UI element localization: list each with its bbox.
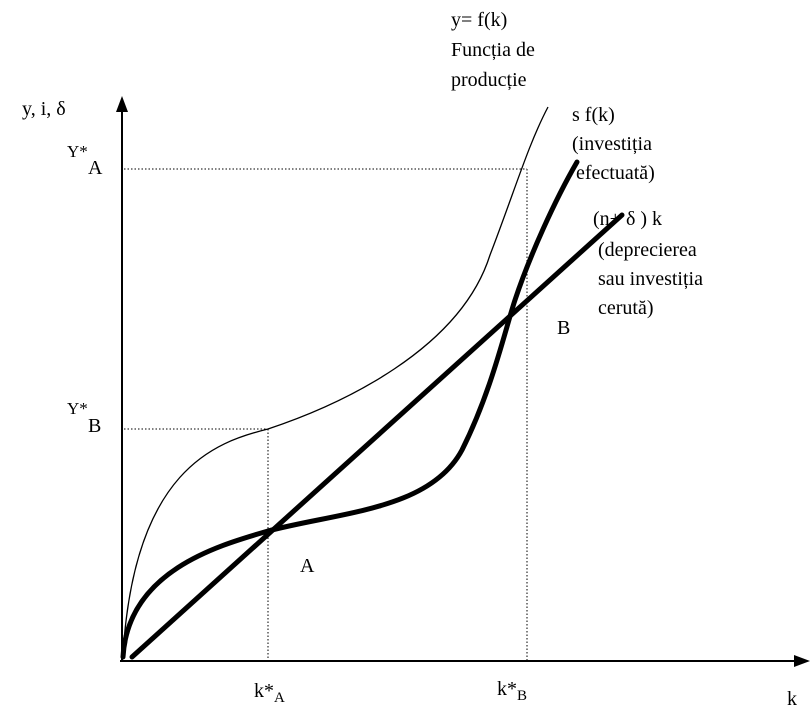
point-B-label: B [557,317,571,339]
level-yA-sub: A [88,157,103,179]
k-tick-B: k*B [497,678,527,708]
point-A-label: A [300,555,315,577]
y-axis-label: y, i, δ [22,98,66,120]
investment-label-line1: s f(k) [572,104,615,126]
investment-label-line3: efectuată) [576,162,655,184]
depreciation-label-line1: (n+ δ ) k [593,208,663,230]
production-label-line2: Funcția de [451,39,535,61]
depreciation-line [129,212,625,660]
production-curve [122,106,549,656]
k-tick-A-base: k* [254,680,274,702]
investment-label-line2: (investiția [572,133,652,155]
y-axis-arrow [116,96,128,112]
production-label-line1: y= f(k) [451,9,508,31]
investment-curve [120,159,580,660]
k-tick-A-sub: A [274,690,285,706]
level-yB-base: Y* [67,399,88,418]
depreciation-label-line4: cerută) [598,297,654,319]
k-tick-B-base: k* [497,678,517,700]
k-tick-A: k*A [254,680,285,710]
depreciation-label-line3: sau investiția [598,268,703,290]
level-yB-label: Y* [67,397,88,420]
level-yA-label: Y* [67,140,88,163]
production-label-line3: producție [451,69,527,91]
k-tick-B-sub: B [517,688,528,704]
level-yA-base: Y* [67,142,88,161]
depreciation-label-line2: (deprecierea [598,239,697,261]
x-axis-arrow [794,655,810,667]
level-yB-sub: B [88,415,102,437]
x-axis-label: k [787,688,797,710]
